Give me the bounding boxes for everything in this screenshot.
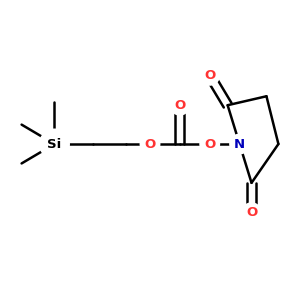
Text: N: N <box>234 137 245 151</box>
Text: O: O <box>246 206 257 219</box>
Text: O: O <box>204 69 215 82</box>
Text: O: O <box>144 137 156 151</box>
Circle shape <box>169 95 190 116</box>
Circle shape <box>199 134 220 154</box>
Circle shape <box>199 65 220 86</box>
Circle shape <box>241 202 262 223</box>
Text: O: O <box>204 137 215 151</box>
Circle shape <box>39 128 70 160</box>
Circle shape <box>140 134 160 154</box>
Circle shape <box>229 134 250 154</box>
Text: Si: Si <box>47 137 61 151</box>
Text: O: O <box>174 99 185 112</box>
